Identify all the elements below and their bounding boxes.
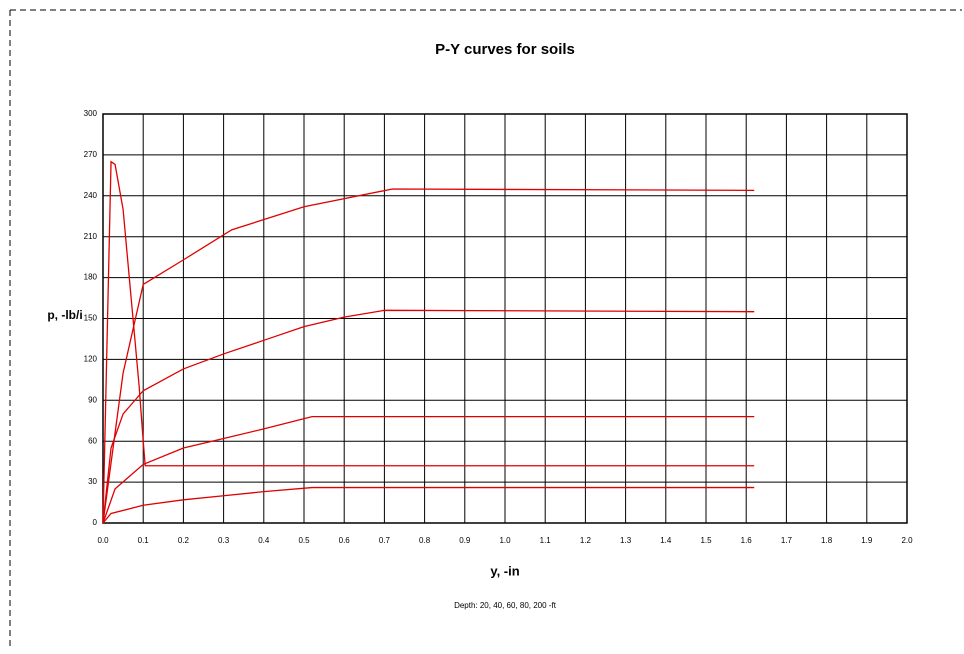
x-tick-label: 0.9	[459, 536, 471, 545]
y-tick-label: 90	[88, 395, 97, 404]
y-tick-label: 0	[93, 518, 98, 527]
x-tick-label: 0.4	[258, 536, 270, 545]
curve	[102, 486, 755, 524]
curve	[102, 416, 755, 524]
curve	[102, 160, 755, 524]
y-tick-label: 180	[84, 273, 98, 282]
y-axis-label: p, -lb/i	[47, 308, 82, 322]
y-tick-label: 150	[84, 314, 98, 323]
y-tick-label: 300	[84, 109, 98, 118]
x-tick-label: 0.3	[218, 536, 230, 545]
curve	[102, 309, 755, 524]
y-tick-label: 60	[88, 436, 97, 445]
x-axis-label: y, -in	[490, 563, 519, 578]
x-tick-label: 1.7	[781, 536, 793, 545]
x-tick-label: 1.8	[821, 536, 833, 545]
x-tick-label: 1.2	[580, 536, 592, 545]
x-tick-label: 1.0	[499, 536, 511, 545]
x-tick-label: 1.1	[540, 536, 552, 545]
x-tick-label: 0.6	[339, 536, 351, 545]
x-tick-label: 2.0	[901, 536, 913, 545]
x-tick-label: 1.5	[700, 536, 712, 545]
x-tick-label: 1.9	[861, 536, 873, 545]
x-tick-label: 0.8	[419, 536, 431, 545]
y-tick-label: 30	[88, 477, 97, 486]
x-tick-label: 1.6	[741, 536, 753, 545]
x-tick-label: 0.5	[298, 536, 310, 545]
plot-frame	[102, 113, 908, 524]
x-tick-label: 1.3	[620, 536, 632, 545]
x-tick-label: 0.2	[178, 536, 190, 545]
x-tick-label: 1.4	[660, 536, 672, 545]
y-tick-label: 240	[84, 191, 98, 200]
depth-note: Depth: 20, 40, 60, 80, 200 -ft	[454, 601, 557, 610]
curve	[102, 188, 755, 524]
chart-title: P-Y curves for soils	[435, 41, 575, 58]
x-tick-label: 0.0	[97, 536, 109, 545]
y-tick-label: 120	[84, 355, 98, 364]
y-tick-label: 210	[84, 232, 98, 241]
page-border	[9, 9, 962, 649]
x-tick-label: 0.7	[379, 536, 391, 545]
x-tick-label: 0.1	[138, 536, 150, 545]
y-tick-label: 270	[84, 150, 98, 159]
